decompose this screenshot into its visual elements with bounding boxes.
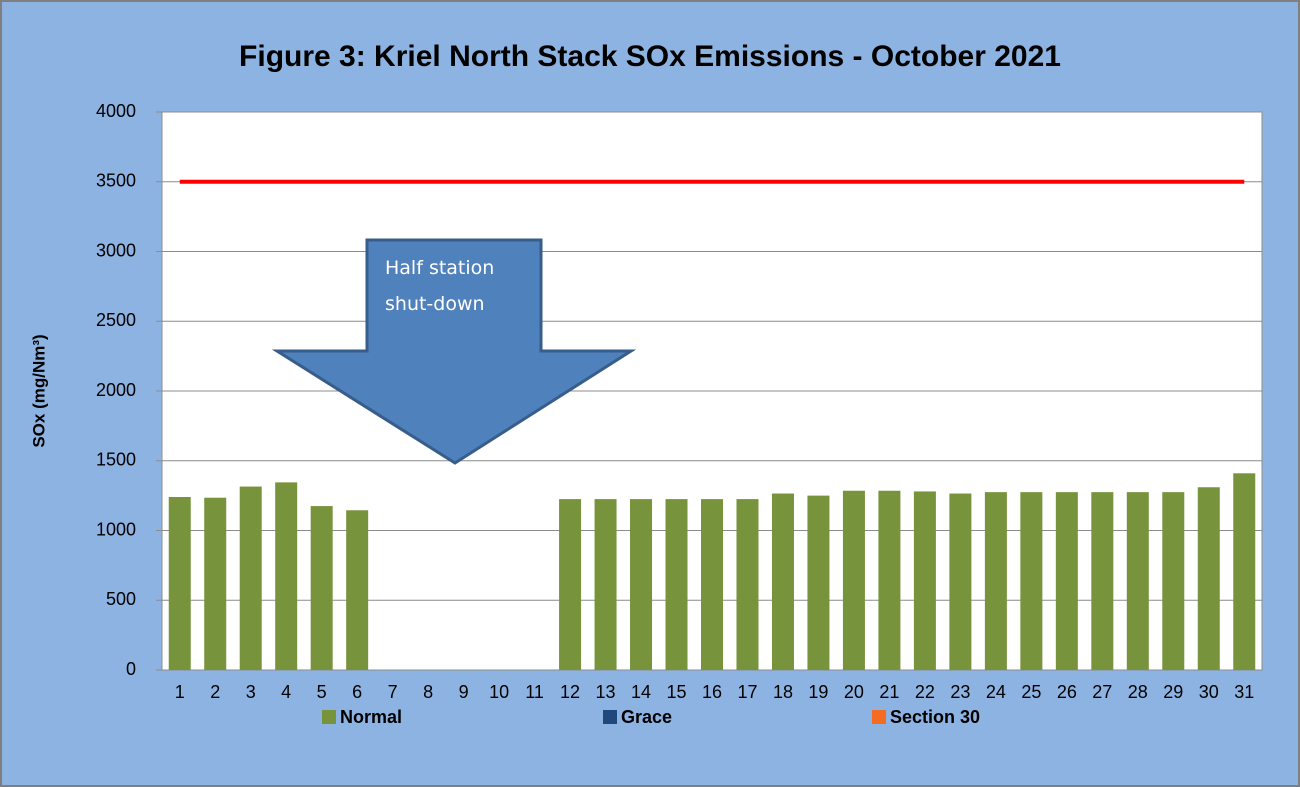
bar [275,482,298,670]
x-tick-label: 24 [986,682,1006,702]
bar [1055,492,1078,670]
x-tick-label: 18 [773,682,793,702]
bar [878,490,901,670]
bar [1197,487,1220,670]
bar [168,497,191,670]
x-tick-label: 4 [281,682,291,702]
legend-label: Normal [340,707,402,727]
y-tick-label: 1500 [96,450,136,470]
bar [204,497,227,670]
annotation-box: Half station shut-down [385,257,495,315]
x-tick-label: 10 [489,682,509,702]
bar [346,510,369,670]
x-tick-label: 17 [737,682,757,702]
y-tick-label: 2500 [96,310,136,330]
x-tick-label: 19 [808,682,828,702]
bar [239,486,262,670]
bar [310,506,333,670]
x-tick-label: 23 [950,682,970,702]
annotation: Half station shut-down [385,257,495,315]
x-tick-label: 12 [560,682,580,702]
bar [630,499,653,670]
x-tick-label: 26 [1057,682,1077,702]
x-tick-label: 28 [1128,682,1148,702]
bar [665,499,688,670]
y-tick-label: 500 [106,589,136,609]
x-tick-label: 29 [1163,682,1183,702]
x-tick-label: 31 [1234,682,1254,702]
y-axis-label: SOx (mg/Nm³) [29,334,48,447]
bar [984,492,1007,670]
y-tick-label: 2000 [96,380,136,400]
x-tick-label: 30 [1199,682,1219,702]
x-tick-label: 8 [423,682,433,702]
legend-swatch [872,710,886,724]
x-tick-label: 7 [388,682,398,702]
y-tick-label: 1000 [96,519,136,539]
bar [1126,492,1149,670]
x-tick-label: 13 [596,682,616,702]
bar [594,499,617,670]
x-tick-label: 27 [1092,682,1112,702]
bar [1020,492,1043,670]
bar [1091,492,1114,670]
legend-label: Grace [621,707,672,727]
bar [701,499,723,670]
x-tick-label: 14 [631,682,651,702]
bar [807,495,830,670]
bar [1233,473,1256,670]
bar [736,499,759,670]
y-tick-label: 4000 [96,101,136,121]
x-tick-label: 2 [210,682,220,702]
x-tick-label: 6 [352,682,362,702]
x-tick-label: 16 [702,682,722,702]
bar [913,491,936,670]
chart-title: Figure 3: Kriel North Stack SOx Emission… [239,40,1061,73]
bar [949,493,972,670]
annotation-arrow [271,238,637,465]
x-tick-label: 15 [667,682,687,702]
x-tick-label: 22 [915,682,935,702]
bar [842,490,865,670]
bar [771,493,794,670]
x-tick-label: 20 [844,682,864,702]
legend-swatch [322,710,336,724]
y-tick-label: 3000 [96,240,136,260]
y-tick-label: 0 [126,659,136,679]
x-tick-label: 3 [246,682,256,702]
x-tick-label: 9 [459,682,469,702]
y-tick-label: 3500 [96,171,136,191]
x-tick-label: 1 [175,682,185,702]
x-tick-label: 21 [879,682,899,702]
x-tick-label: 25 [1021,682,1041,702]
bar [559,499,582,670]
bar [1162,492,1185,670]
legend-swatch [603,710,617,724]
x-tick-label: 11 [525,682,544,702]
x-tick-label: 5 [317,682,327,702]
legend-label: Section 30 [890,707,980,727]
